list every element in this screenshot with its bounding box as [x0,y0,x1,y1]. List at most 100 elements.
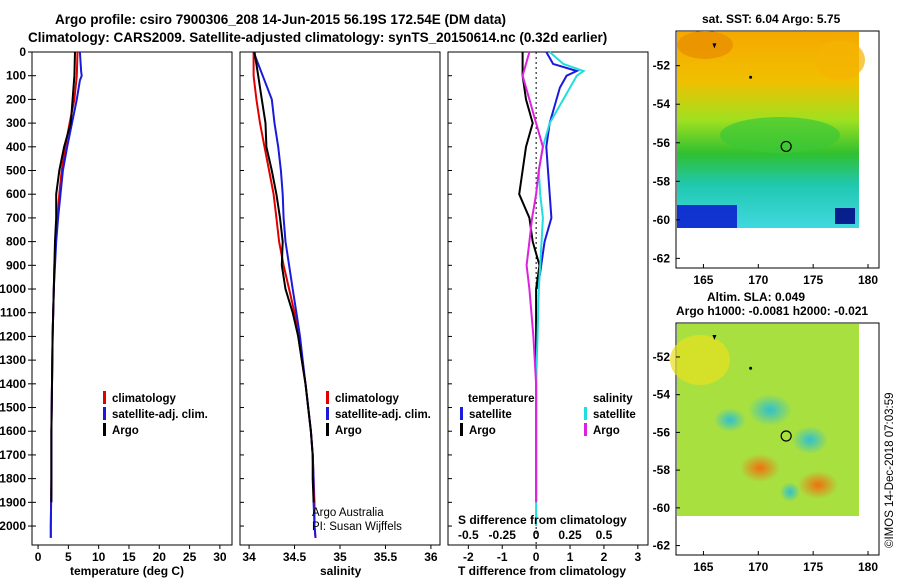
legend-label: Argo [335,425,362,437]
legend-swatch-argo [326,423,329,436]
salinity-plot: 34 34.5 35 35.5 36 [240,51,438,564]
temperature-plot: 0 5 10 15 20 25 30 [32,51,227,564]
sla-low-patch [780,482,800,502]
lat-tick-label: -56 [653,136,671,150]
legend-swatch-satellite [103,407,106,420]
pressure-tick-label: 1600 [0,424,26,438]
x-tick-label: -2 [463,550,474,564]
s-tick-label: -0.25 [489,528,517,542]
x-tick-label: 35 [333,550,347,564]
figure-title-line1: Argo profile: csiro 7900306_208 14-Jun-2… [55,12,506,27]
lat-tick-label: -60 [653,213,671,227]
legend-title-temperature: temperature [468,393,534,405]
x-tick-label: 20 [153,550,167,564]
s-tick-label: 0.5 [596,528,613,542]
lat-tick-label: -52 [653,59,671,73]
series-line [252,51,317,538]
sla-map-heatmap [670,324,859,516]
legend-label: satellite-adj. clim. [112,409,208,421]
sla-map-title-line2: Argo h1000: -0.0081 h2000: -0.021 [676,304,868,318]
imos-watermark: ©IMOS 14-Dec-2018 07:03:59 [884,392,896,548]
difference-axis-label: T difference from climatology [458,564,626,578]
legend-title-salinity: salinity [593,393,633,405]
pressure-axis: 0 100 200 300 400 500 600 700 800 900 1000 1100 1200… [0,45,32,533]
pressure-tick-label: 1500 [0,401,26,415]
legend-swatch-sal-satellite [584,407,587,420]
sst-map-heatmap [677,31,865,228]
pressure-tick-label: 1200 [0,329,26,343]
pressure-tick-label: 300 [6,116,26,130]
lat-tick-label: -58 [653,174,671,188]
pressure-tick-label: 1100 [0,306,26,320]
sla-map-axes: 165 170 175 180 -52 -54 -56 -58 -60 -62 [653,334,878,574]
s-tick-label: -0.5 [458,528,479,542]
lon-tick-label: 180 [858,560,878,574]
sla-map-title-line1: Altim. SLA: 0.049 [707,290,805,304]
legend-label: climatology [112,393,177,405]
x-tick-label: 36 [424,550,438,564]
credit-pi: PI: Susan Wijffels [312,521,402,533]
x-tick-label: 1 [567,550,574,564]
pressure-tick-label: 1800 [0,472,26,486]
x-tick-label: -1 [497,550,508,564]
x-tick-label: 10 [92,550,106,564]
difference-top-axis-label: S difference from climatology [458,513,627,527]
sla-high-patch [798,471,838,499]
x-tick-label: 3 [634,550,641,564]
pressure-tick-label: 0 [19,45,26,59]
s-tick-label: 0 [533,528,540,542]
lon-tick-label: 175 [803,560,823,574]
series-line [49,51,83,538]
legend-label: satellite [469,409,512,421]
difference-panel-frame [447,51,649,546]
legend-swatch-temp-argo [460,423,463,436]
track-point [749,75,753,79]
lon-tick-label: 175 [803,273,823,287]
legend-swatch-argo [103,423,106,436]
legend-swatch-sal-argo [584,423,587,436]
pressure-tick-label: 500 [6,164,26,178]
sst-cold-patch [835,208,855,224]
sst-cold-patch [677,205,737,228]
track-arrow [712,43,717,49]
credit-argo-australia: Argo Australia [312,507,384,519]
lat-tick-label: -60 [653,501,671,515]
salinity-axis-label: salinity [320,564,362,578]
sla-high-patch [740,454,780,482]
lon-tick-label: 165 [693,273,713,287]
sst-warm-patch [815,40,865,80]
series-line [521,51,544,503]
sla-patch [670,335,730,385]
legend-swatch-temp-satellite [460,407,463,420]
x-tick-label: 30 [213,550,227,564]
legend-label: climatology [335,393,400,405]
pressure-tick-label: 1400 [0,377,26,391]
sst-warm-patch [677,31,733,59]
lat-tick-label: -62 [653,251,671,265]
pressure-tick-label: 2000 [0,519,26,533]
difference-plot: -2 -1 0 1 2 3 -0.5 -0.25 0 0.25 0.5 [448,51,641,564]
legend-label: Argo [112,425,139,437]
lon-tick-label: 170 [748,273,768,287]
sst-map-axes: 165 170 175 180 -52 -54 -56 -58 -60 -62 [653,43,878,287]
temperature-axis-label: temperature (deg C) [70,564,184,578]
sla-low-patch [714,408,746,432]
pressure-tick-label: 1000 [0,282,26,296]
sla-map-frame [675,322,880,556]
pressure-tick-label: 1900 [0,495,26,509]
salinity-legend: climatology satellite-adj. clim. Argo [326,391,431,437]
lat-tick-label: -56 [653,425,671,439]
lat-tick-label: -52 [653,350,671,364]
legend-swatch-climatology [103,391,106,404]
pressure-tick-label: 1700 [0,448,26,462]
series-line [49,51,79,538]
figure-title-line2: Climatology: CARS2009. Satellite-adjuste… [28,30,607,45]
sst-map-title: sat. SST: 6.04 Argo: 5.75 [702,12,841,26]
lon-tick-label: 165 [693,560,713,574]
sst-map-frame [675,30,880,269]
x-tick-label: 15 [122,550,136,564]
float-position-marker [780,140,792,153]
lon-tick-label: 170 [748,560,768,574]
series-line [536,51,580,290]
pressure-tick-label: 400 [6,140,26,154]
